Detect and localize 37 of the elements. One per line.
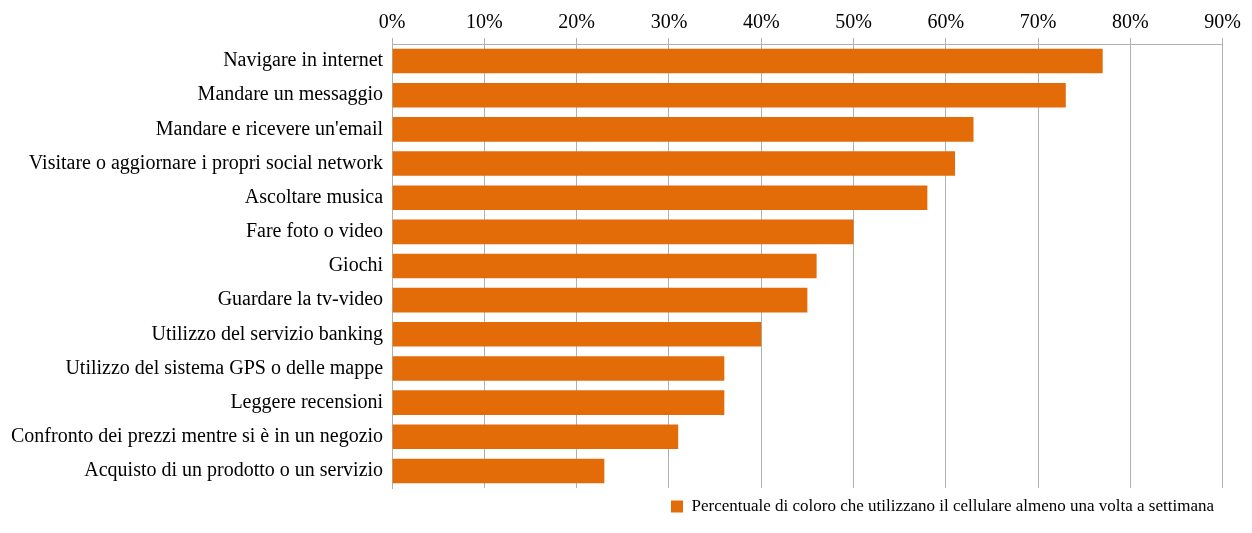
y-tick-label: Navigare in internet [223,48,384,72]
y-tick-label: Acquisto di un prodotto o un servizio [84,458,384,482]
y-tick-label: Utilizzo del servizio banking [151,321,384,345]
bar [392,424,679,450]
y-tick-label: Mandare un messaggio [197,82,384,106]
x-tick-label: 0% [378,10,406,33]
x-tick-label: 20% [558,10,596,33]
x-tick-label: 40% [742,10,780,33]
y-tick-label: Leggere recensioni [230,389,384,413]
x-tick-label: 10% [466,10,503,33]
bar [392,390,725,415]
y-tick-label: Visitare o aggiornare i propri social network [28,150,384,174]
x-tick-label: 90% [1204,10,1242,33]
y-tick-label: Utilizzo del sistema GPS o delle mappe [65,355,384,379]
y-tick-label: Guardare la tv-video [217,287,384,310]
y-tick-label: Mandare e ricevere un'email [155,116,384,139]
bar [392,253,817,279]
bar [392,219,854,245]
y-tick-label: Fare foto o video [245,219,384,242]
bar [392,82,1066,108]
x-tick-label: 30% [650,10,688,33]
bar [392,117,974,142]
bar [392,151,956,176]
y-tick-label: Confronto dei prezzi mentre si è in un negozio [11,424,384,448]
bar [392,287,808,313]
x-tick-label: 80% [1112,10,1149,33]
x-tick-label: 50% [835,10,872,33]
y-tick-label: Ascoltare musica [244,184,384,207]
y-tick-label: Giochi [328,253,384,276]
bar [392,48,1103,74]
x-tick-label: 70% [1019,10,1057,33]
bar [392,356,725,381]
bar [392,458,605,484]
x-tick-label: 60% [927,10,965,33]
bar [392,322,762,347]
bar [392,185,928,210]
legend-label: Percentuale di coloro che utilizzano il cellulare almeno una volta a settimana [691,495,1215,515]
